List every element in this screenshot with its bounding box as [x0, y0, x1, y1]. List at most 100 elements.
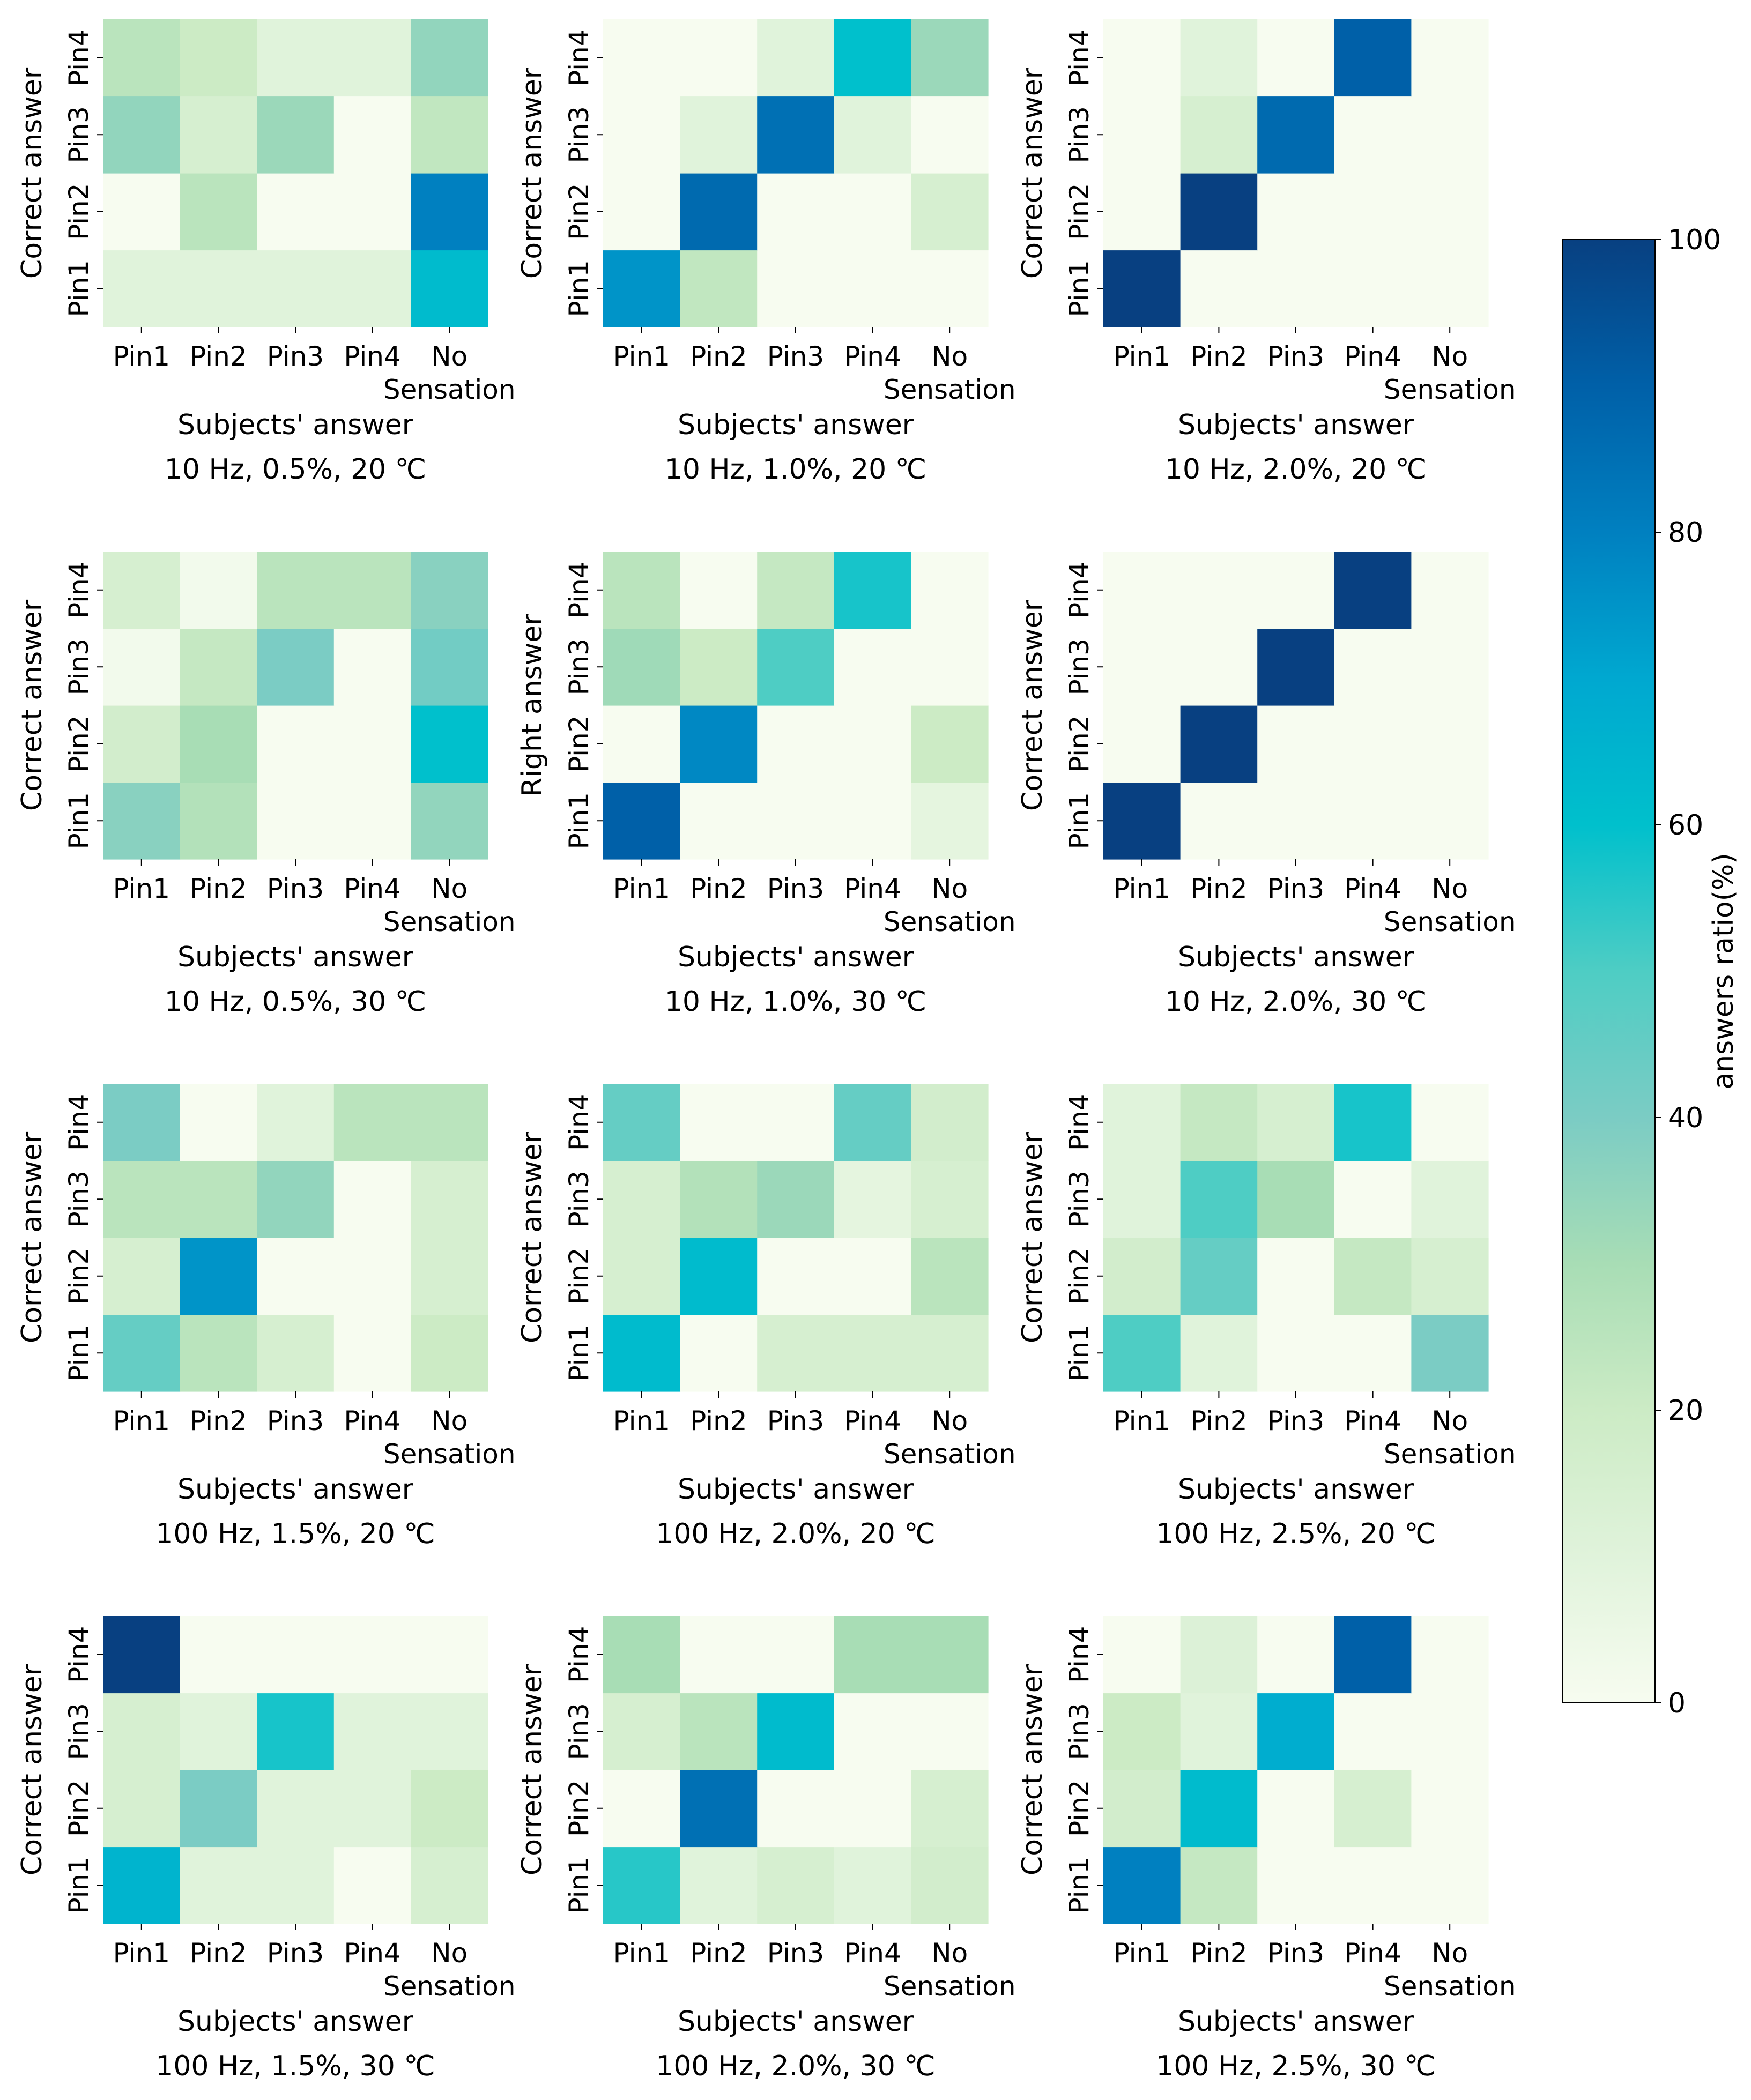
- x-tick-label-line: Sensation: [1384, 906, 1516, 937]
- heatmap-cell: [1411, 552, 1489, 629]
- x-tick-label: Pin1: [613, 341, 670, 372]
- heatmap-cell: [1180, 19, 1258, 97]
- heatmap-cell: [834, 96, 911, 174]
- heatmap-cell: [603, 19, 681, 97]
- heatmap-cell: [1103, 1846, 1181, 1924]
- heatmap-cell: [911, 1238, 989, 1315]
- heatmap-cell: [603, 1616, 681, 1694]
- y-axis-label: Right answer: [516, 614, 548, 797]
- y-axis-label: Correct answer: [1017, 67, 1049, 279]
- y-tick-label: Pin2: [563, 1248, 595, 1305]
- heatmap-cell: [1180, 628, 1258, 706]
- x-axis-label: Subjects' answer: [1178, 1473, 1414, 1506]
- heatmap-cell: [603, 1314, 681, 1392]
- heatmap-cell: [1257, 1084, 1335, 1161]
- y-tick-label: Pin4: [563, 29, 595, 86]
- heatmap-cell: [911, 173, 989, 251]
- heatmap-cell: [1257, 1160, 1335, 1238]
- heatmap-cell: [333, 250, 411, 327]
- x-tick-label: Pin1: [1114, 873, 1170, 904]
- x-tick-label: No Sensation: [1384, 873, 1516, 937]
- x-tick-label: No Sensation: [1384, 1405, 1516, 1470]
- heatmap-cell: [911, 96, 989, 174]
- heatmap-cell: [757, 782, 835, 860]
- x-tick-label: Pin3: [767, 1405, 824, 1436]
- x-tick-label-line: No: [1431, 1938, 1468, 1969]
- colorbar-tick-label: 20: [1668, 1395, 1703, 1427]
- heatmap-cell: [680, 1160, 758, 1238]
- colorbar-label: answers ratio(%): [1708, 853, 1740, 1089]
- x-tick-label: Pin4: [844, 1938, 901, 1969]
- heatmap-cell: [834, 705, 911, 783]
- panel-title: 100 Hz, 2.5%, 20 ℃: [1156, 1518, 1436, 1550]
- y-axis-label: Correct answer: [16, 599, 48, 811]
- heatmap-cell: [1257, 1846, 1335, 1924]
- heatmap-cell: [1411, 1160, 1489, 1238]
- y-axis-label: Correct answer: [1017, 599, 1049, 811]
- heatmap-cell: [680, 782, 758, 860]
- heatmap-cell: [1334, 1084, 1412, 1161]
- y-axis-label: Correct answer: [16, 1664, 48, 1875]
- heatmap-cell: [757, 705, 835, 783]
- heatmap-cell: [257, 1693, 335, 1770]
- heatmap-cell: [834, 1693, 911, 1770]
- heatmap-cell: [411, 1160, 488, 1238]
- heatmap-cell: [680, 1770, 758, 1848]
- x-tick-label: Pin3: [267, 341, 324, 372]
- x-tick-label-line: Sensation: [383, 374, 516, 405]
- heatmap-cell: [1411, 1770, 1489, 1848]
- heatmap-cell: [333, 1314, 411, 1392]
- y-tick-label: Pin1: [563, 1857, 595, 1913]
- heatmap-cell: [911, 1693, 989, 1770]
- heatmap-cell: [180, 19, 257, 97]
- x-axis-label: Subjects' answer: [678, 2006, 914, 2038]
- heatmap-cell: [1334, 628, 1412, 706]
- heatmap-panel: Pin1 Pin2 Pin3 Pin4 No SensationPin1Pin2Pin3P…: [1017, 1616, 1516, 2082]
- heatmap-cell: [411, 1314, 488, 1392]
- x-tick-label: Pin2: [1190, 873, 1247, 904]
- heatmap-cell: [1334, 1314, 1412, 1392]
- x-tick-label-line: Sensation: [383, 906, 516, 937]
- heatmap-cell: [1103, 1238, 1181, 1315]
- heatmap-cell: [680, 552, 758, 629]
- heatmap-cell: [1180, 173, 1258, 251]
- heatmap-cell: [333, 96, 411, 174]
- x-tick-label: Pin2: [190, 341, 247, 372]
- heatmap-cell: [103, 96, 181, 174]
- x-axis-label: Subjects' answer: [678, 941, 914, 973]
- heatmap-panel: Pin1 Pin2 Pin3 Pin4 No SensationPin1Pin2Pin3P…: [516, 19, 1016, 486]
- y-tick-label: Pin2: [563, 1780, 595, 1837]
- heatmap-panel: Pin1 Pin2 Pin3 Pin4 No SensationPin1Pin2Pin3P…: [516, 1616, 1016, 2082]
- heatmap-cell: [1257, 1238, 1335, 1315]
- heatmap-cell: [257, 250, 335, 327]
- heatmap-cell: [180, 1846, 257, 1924]
- x-tick-label-line: No: [931, 1938, 968, 1969]
- x-tick-label-line: Sensation: [884, 906, 1016, 937]
- x-tick-label: Pin4: [844, 341, 901, 372]
- panel-title: 10 Hz, 2.0%, 20 ℃: [1165, 453, 1427, 486]
- heatmap-cell: [1180, 552, 1258, 629]
- heatmap-cell: [757, 1238, 835, 1315]
- panel-title: 100 Hz, 1.5%, 30 ℃: [155, 2050, 435, 2082]
- heatmap-cell: [411, 19, 488, 97]
- heatmap-cell: [1411, 1238, 1489, 1315]
- heatmap-cell: [757, 628, 835, 706]
- y-tick-label: Pin2: [563, 183, 595, 240]
- y-tick-label: Pin4: [1064, 1094, 1095, 1151]
- x-tick-label: Pin3: [267, 873, 324, 904]
- heatmap-cell: [180, 628, 257, 706]
- x-tick-label: No Sensation: [383, 1938, 516, 2002]
- heatmap-cell: [1334, 1160, 1412, 1238]
- x-tick-label: Pin4: [1344, 1938, 1401, 1969]
- heatmap-cell: [1103, 19, 1181, 97]
- heatmap-cell: [411, 1238, 488, 1315]
- heatmap-cell: [257, 1846, 335, 1924]
- heatmap-cell: [411, 1693, 488, 1770]
- heatmap-cell: [680, 1616, 758, 1694]
- y-tick-label: Pin2: [63, 183, 94, 240]
- heatmap-cell: [1180, 1770, 1258, 1848]
- heatmap-cell: [333, 782, 411, 860]
- heatmap-cell: [411, 552, 488, 629]
- heatmap-cell: [103, 628, 181, 706]
- heatmap-cell: [911, 1160, 989, 1238]
